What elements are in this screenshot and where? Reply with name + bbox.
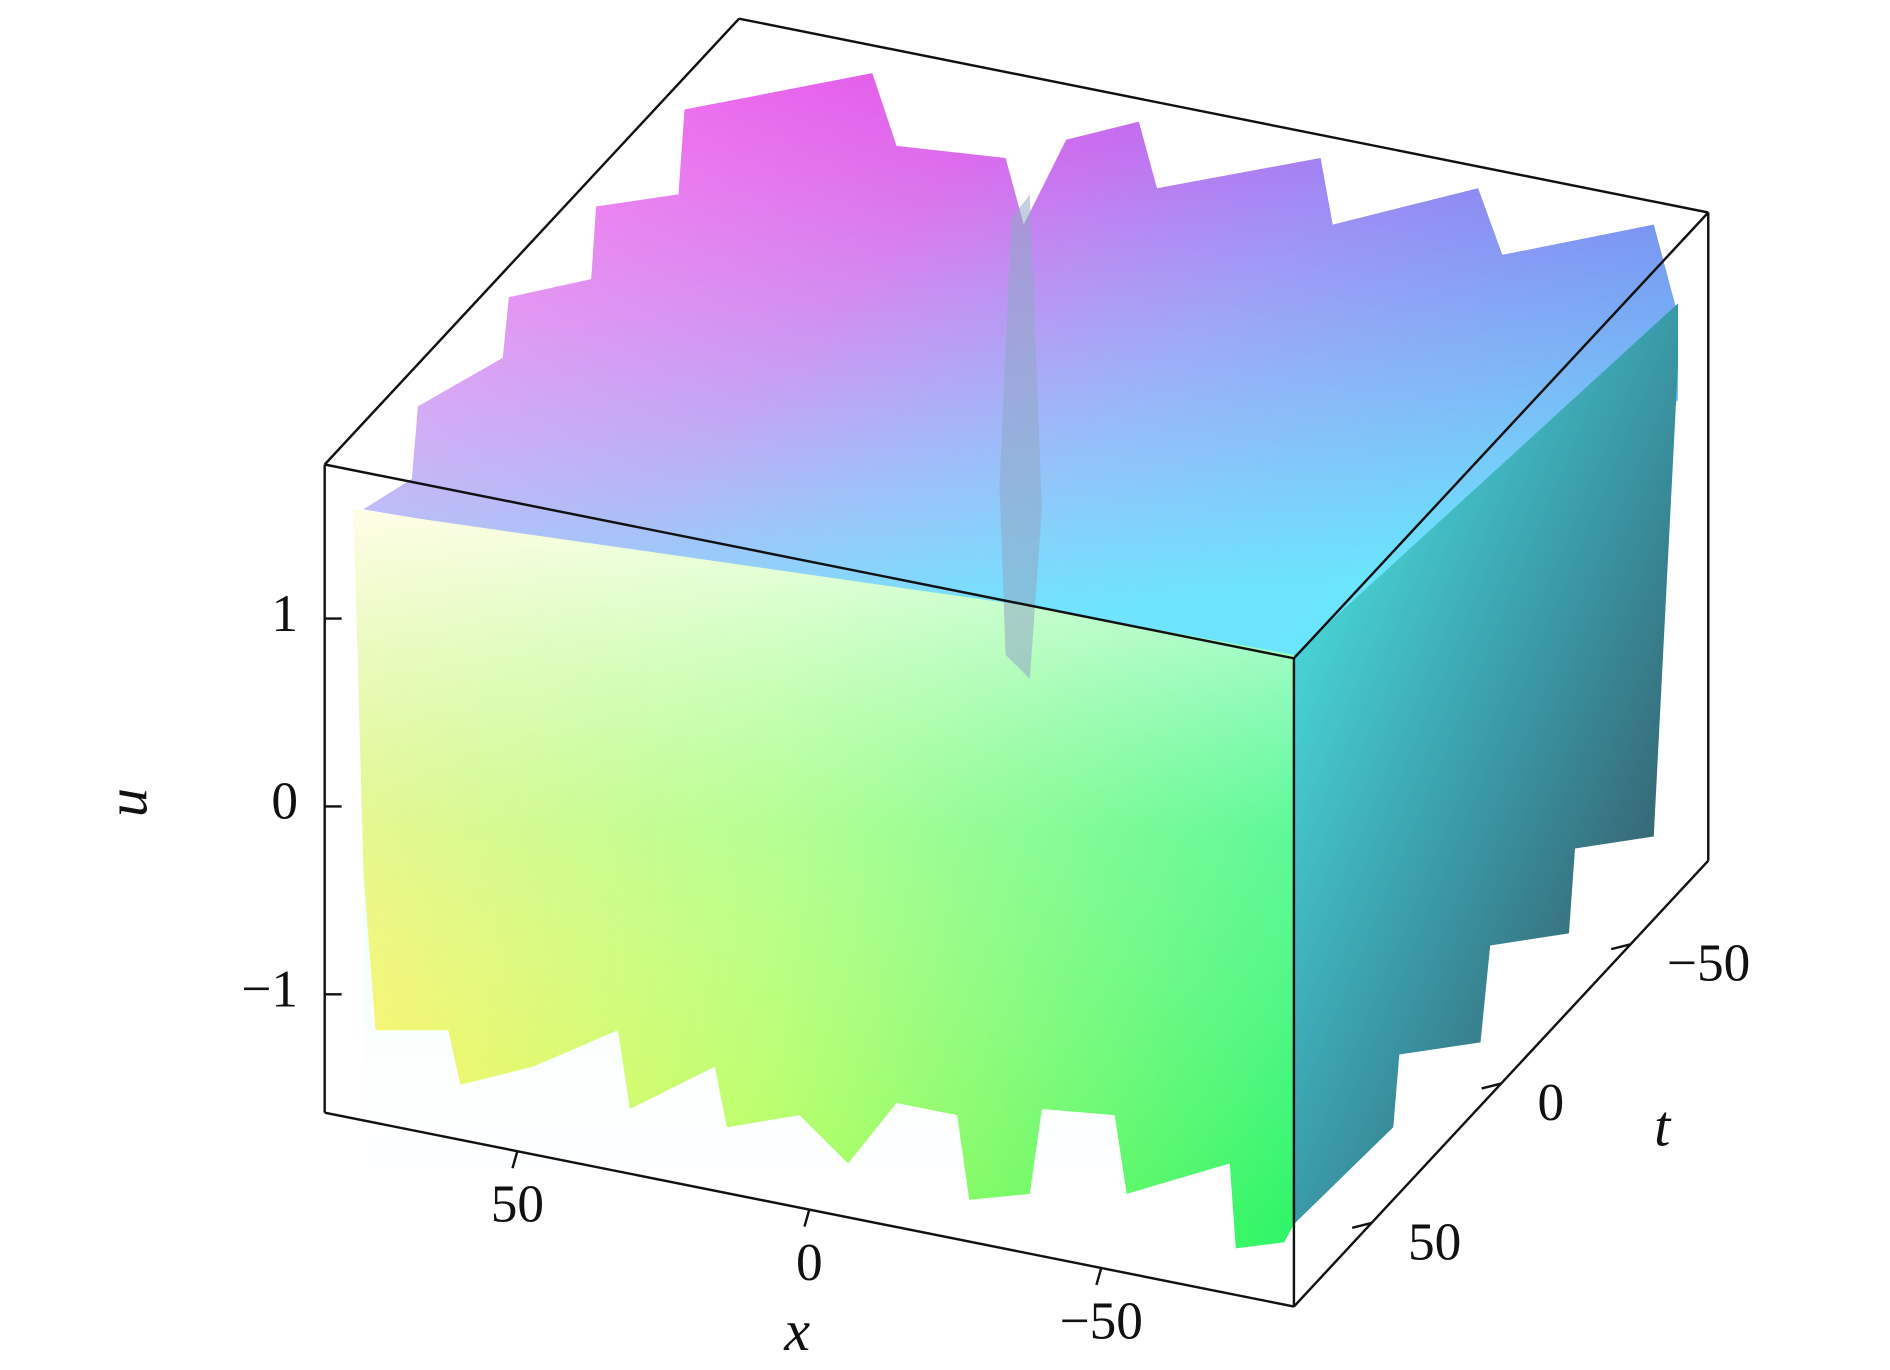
- y-tick: [1610, 943, 1631, 951]
- x-tick-label: −50: [1060, 1291, 1143, 1350]
- x-axis-label: x: [783, 1298, 810, 1363]
- axes-box: [323, 17, 1710, 1308]
- y-tick-label: 50: [1408, 1212, 1461, 1271]
- surface-valley: [999, 194, 1042, 679]
- x-tick-label: 0: [796, 1233, 823, 1292]
- x-tick: [511, 1150, 519, 1169]
- surface: [353, 73, 1678, 1249]
- z-axis-label: u: [95, 788, 160, 817]
- y-tick: [1351, 1221, 1372, 1229]
- x-tick: [1095, 1267, 1103, 1286]
- surface-side: [1293, 303, 1678, 1225]
- box-edge: [324, 463, 1295, 660]
- box-edge: [323, 17, 740, 466]
- z-tick-label: 1: [271, 584, 298, 643]
- y-tick: [1481, 1082, 1502, 1090]
- surface-front-shade: [353, 509, 1294, 1225]
- box-edge: [738, 17, 1709, 214]
- z-tick-label: −1: [241, 960, 298, 1019]
- z-tick-label: 0: [271, 772, 298, 831]
- y-axis-label: t: [1654, 1093, 1672, 1158]
- y-tick-label: 0: [1537, 1073, 1564, 1132]
- x-tick-label: 50: [491, 1175, 544, 1234]
- y-tick-label: −50: [1667, 934, 1750, 993]
- x-tick: [803, 1209, 811, 1227]
- box-edge: [1293, 211, 1710, 660]
